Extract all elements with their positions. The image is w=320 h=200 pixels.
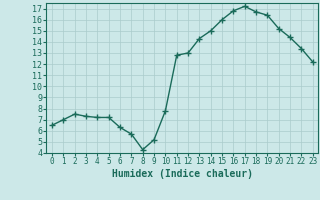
X-axis label: Humidex (Indice chaleur): Humidex (Indice chaleur)	[112, 169, 253, 179]
